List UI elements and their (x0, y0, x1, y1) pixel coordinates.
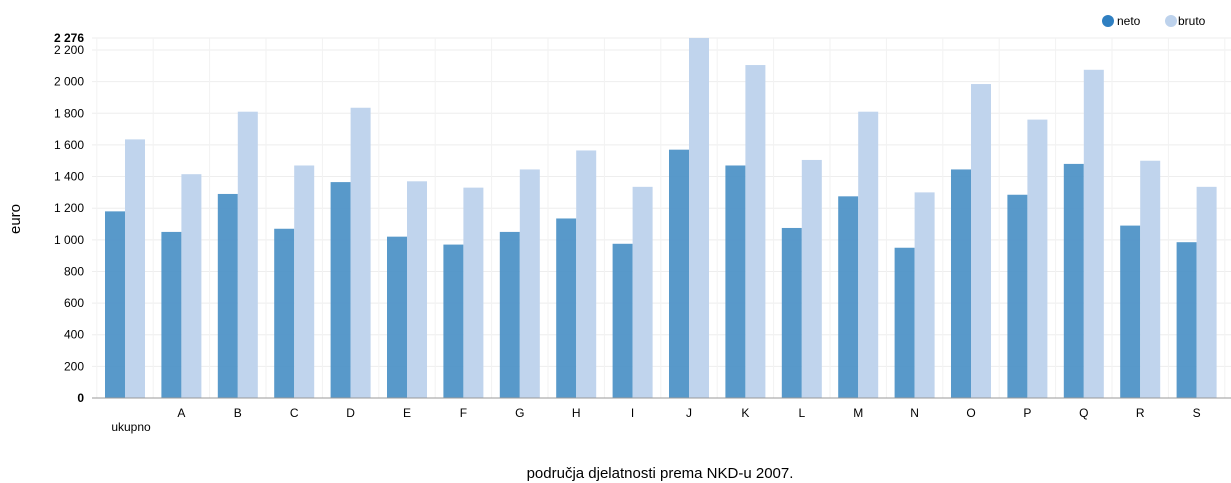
y-tick-label: 1 800 (54, 106, 84, 120)
bar-neto-E[interactable]: E neto: 1020 (387, 236, 407, 398)
bar-bruto-E[interactable]: E bruto: 1370 (407, 181, 427, 398)
y-tick-label: 200 (64, 359, 84, 373)
x-tick-label: M (853, 406, 863, 420)
bar-neto-S[interactable]: S neto: 985 (1176, 242, 1197, 398)
x-tick-label: O (966, 406, 975, 420)
legend-swatch-bruto (1165, 15, 1177, 27)
bar-bruto-C[interactable]: C bruto: 1470 (294, 165, 315, 398)
bar-bruto-B[interactable]: B bruto: 1810 (237, 111, 258, 399)
x-tick-label: R (1136, 406, 1145, 420)
legend-swatch-neto (1102, 15, 1114, 27)
y-tick-label: 600 (64, 296, 84, 310)
y-tick-label: 2 000 (54, 75, 84, 89)
bar-neto-I[interactable]: I neto: 975 (612, 243, 633, 398)
x-tick-label: F (460, 406, 467, 420)
bar-bruto-ukupno[interactable]: ukupno bruto: 1635 (125, 139, 145, 398)
bar-bruto-R[interactable]: R bruto: 1500 (1140, 160, 1161, 398)
y-axis-ticks: 0 200 400 600 800 1 000 1 200 1 400 1 600 1 800 2 … (54, 31, 84, 405)
bar-bruto-N[interactable]: N bruto: 1300 (914, 192, 935, 398)
y-tick-label: 2 276 (54, 31, 84, 45)
x-tick-label: K (741, 406, 749, 420)
x-tick-label: ukupno (111, 420, 151, 434)
x-tick-label: S (1193, 406, 1201, 420)
bar-neto-H[interactable]: H neto: 1135 (556, 218, 577, 398)
x-axis-ticks: ukupno A B C D E F G H I J K L M N O P Q R S (111, 406, 1200, 434)
y-tick-label: 1 400 (54, 170, 84, 184)
bar-bruto-M[interactable]: M bruto: 1810 (858, 111, 879, 399)
x-tick-label: J (686, 406, 692, 420)
bar-bruto-K[interactable]: K bruto: 2105 (745, 65, 766, 398)
legend-item-neto[interactable]: neto (1102, 14, 1141, 28)
bar-neto-P[interactable]: P neto: 1285 (1007, 194, 1028, 398)
y-tick-label: 1 000 (54, 233, 84, 247)
bar-neto-O[interactable]: O neto: 1445 (951, 169, 971, 398)
bar-bruto-D[interactable]: D bruto: 1835 (350, 107, 371, 398)
legend-item-bruto[interactable]: bruto (1165, 14, 1206, 28)
bar-neto-B[interactable]: B neto: 1290 (217, 193, 238, 398)
y-tick-label: 1 200 (54, 201, 84, 215)
y-axis-title: euro (7, 204, 24, 234)
x-axis-title: područja djelatnosti prema NKD-u 2007. (527, 465, 794, 482)
bar-bruto-L[interactable]: L bruto: 1505 (801, 159, 822, 398)
bar-bruto-G[interactable]: G bruto: 1445 (519, 169, 540, 398)
x-tick-label: B (234, 406, 242, 420)
legend-label-bruto: bruto (1178, 14, 1206, 28)
bar-neto-K[interactable]: K neto: 1470 (725, 165, 746, 398)
bar-bruto-Q[interactable]: Q bruto: 2075 (1083, 69, 1104, 399)
x-tick-label: E (403, 406, 411, 420)
y-tick-label: 400 (64, 328, 84, 342)
bar-bruto-F[interactable]: F bruto: 1330 (463, 187, 484, 398)
bar-neto-G[interactable]: G neto: 1050 (499, 231, 520, 398)
x-tick-label: N (910, 406, 919, 420)
x-tick-label: I (631, 406, 634, 420)
bar-neto-R[interactable]: R neto: 1090 (1120, 225, 1141, 398)
bar-neto-C[interactable]: C neto: 1070 (274, 228, 295, 398)
y-tick-label: 2 200 (54, 43, 84, 57)
bars: ukupno neto: 1180ukupno bruto: 1635 A net… (105, 38, 1217, 399)
bar-bruto-H[interactable]: H bruto: 1565 (576, 150, 597, 398)
bar-bruto-A[interactable]: A bruto: 1415 (181, 174, 202, 398)
bar-bruto-O[interactable]: O bruto: 1985 (971, 84, 991, 398)
bar-bruto-S[interactable]: S bruto: 1335 (1196, 186, 1217, 398)
x-tick-label: P (1023, 406, 1031, 420)
x-tick-label: D (346, 406, 355, 420)
bar-neto-D[interactable]: D neto: 1365 (330, 182, 351, 398)
bar-neto-L[interactable]: L neto: 1075 (781, 227, 802, 398)
bar-bruto-I[interactable]: I bruto: 1335 (632, 186, 653, 398)
x-tick-label: L (798, 406, 805, 420)
y-tick-label: 0 (77, 391, 84, 405)
bar-neto-F[interactable]: F neto: 970 (443, 244, 464, 398)
gridlines (92, 37, 1231, 398)
bar-neto-Q[interactable]: Q neto: 1480 (1063, 163, 1084, 398)
bar-bruto-P[interactable]: P bruto: 1760 (1027, 119, 1048, 398)
legend-label-neto: neto (1117, 14, 1141, 28)
x-tick-label: H (572, 406, 581, 420)
y-tick-label: 1 600 (54, 138, 84, 152)
legend: neto bruto (1102, 14, 1206, 28)
x-tick-label: C (290, 406, 299, 420)
x-tick-label: Q (1079, 406, 1088, 420)
bar-neto-M[interactable]: M neto: 1275 (838, 196, 859, 398)
bar-neto-A[interactable]: A neto: 1050 (161, 231, 182, 398)
bar-neto-N[interactable]: N neto: 950 (894, 247, 915, 398)
bar-neto-ukupno[interactable]: ukupno neto: 1180 (105, 211, 125, 398)
x-tick-label: G (515, 406, 524, 420)
x-tick-label: A (177, 406, 185, 420)
y-tick-label: 800 (64, 264, 84, 278)
bar-neto-J[interactable]: J neto: 1570 (669, 149, 689, 398)
